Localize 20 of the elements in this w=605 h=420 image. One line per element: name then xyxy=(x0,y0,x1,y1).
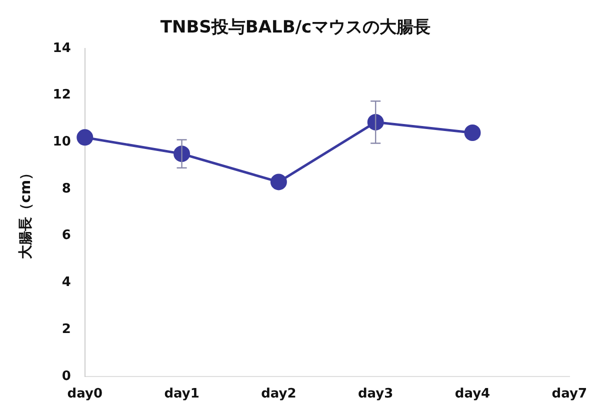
x-tick-label: day4 xyxy=(454,386,490,402)
y-tick-label: 8 xyxy=(62,181,71,196)
point xyxy=(270,174,287,190)
chart-title: TNBS投与BALB/cマウスの大腸長 xyxy=(160,18,431,38)
y-tick-label: 12 xyxy=(52,88,71,103)
y-tick-label: 4 xyxy=(62,275,71,290)
x-tick-label: day7 xyxy=(552,386,588,402)
y-tick-label: 6 xyxy=(62,228,71,244)
x-tick-label: day3 xyxy=(358,386,394,402)
y-tick-label: 14 xyxy=(52,40,71,56)
x-tick-label: day1 xyxy=(164,386,200,402)
x-tick-label: day0 xyxy=(67,386,102,402)
y-tick-label: 0 xyxy=(62,368,71,384)
y-axis-title: 大腸長（cm） xyxy=(18,166,34,259)
y-tick-label: 2 xyxy=(62,322,71,337)
point xyxy=(76,129,94,146)
point xyxy=(464,124,481,141)
x-tick-label: day2 xyxy=(261,386,296,402)
point xyxy=(367,114,384,130)
y-tick-label: 10 xyxy=(52,134,71,150)
